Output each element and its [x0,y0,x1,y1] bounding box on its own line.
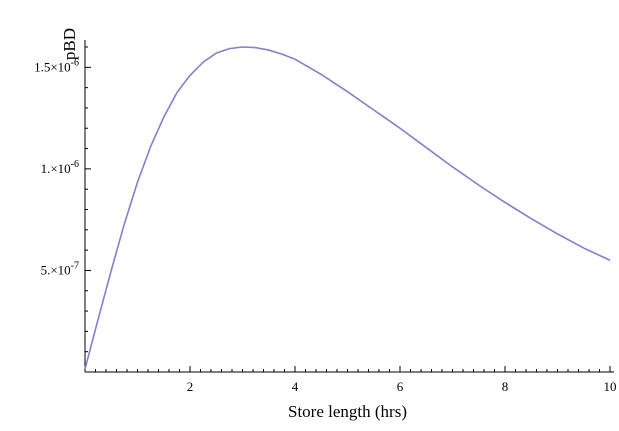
x-axis-title: Store length (hrs) [288,402,407,421]
y-tick-label: 1.×10-6 [41,159,79,176]
y-axis-title: pBD [60,28,79,60]
x-tick-label: 6 [397,379,404,394]
x-tick-label: 10 [604,379,617,394]
series [84,46,611,370]
ticks: 2 4 6 8 10 5.×10-7 1.×10-6 1.5×10-6 [34,46,617,394]
x-tick-label: 2 [187,379,194,394]
x-tick-label: 4 [292,379,299,394]
y-tick-label: 5.×10-7 [41,260,79,277]
x-tick-label: 8 [502,379,509,394]
series-line [84,46,611,370]
y-tick-label: 1.5×10-6 [34,57,79,74]
axes [84,40,614,373]
